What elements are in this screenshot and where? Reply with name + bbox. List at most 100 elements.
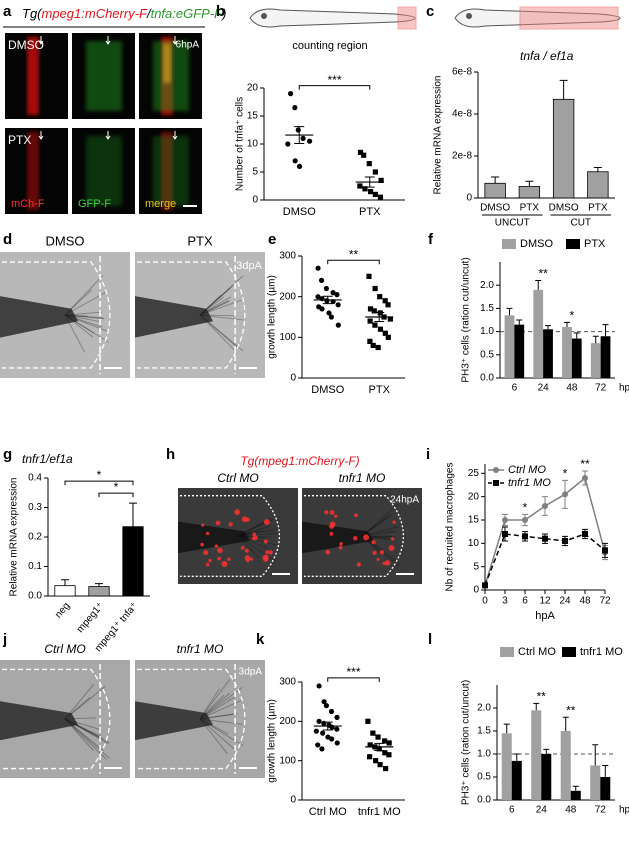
fin-ray [199,696,236,720]
fin-ray [199,679,231,720]
panel-title: Tg(mpeg1:mCherry-F) [240,454,359,468]
fin-ray [199,300,230,316]
y-tick-label: 0.3 [28,502,42,513]
arrow [172,36,178,45]
macrophage [372,550,377,555]
macrophage [234,509,241,516]
macrophage [339,542,343,546]
fin-outline [180,495,281,577]
bar [88,586,110,597]
panel-label: h [166,446,175,463]
fin-ray [361,535,401,565]
sem-bar [294,126,305,144]
panel-label: a [3,3,12,20]
error-bar [506,307,513,316]
data-point [335,322,341,328]
y-axis-label: Relative mRNA expression [9,478,20,597]
macrophage [353,535,358,541]
region-label: counting region [292,40,367,52]
panel-label: l [428,631,432,648]
significance-bracket [298,85,371,90]
x-tick-label: 6 [509,805,515,816]
data-point [602,547,608,554]
fin-ray [199,713,234,720]
data-point [315,265,321,271]
fin-ray [64,314,105,320]
data-point [562,491,568,498]
error-bar [559,79,568,100]
y-tick-label: 5 [473,561,479,572]
significance-label: ** [566,703,576,717]
condition-label: PTX [187,233,213,248]
fin-ray [64,718,109,745]
data-point [367,742,373,748]
error-bar [545,325,552,330]
bar [571,338,582,378]
macrophage [201,523,205,527]
bar [600,336,611,378]
data-point [285,141,291,147]
fin-tissue [302,521,374,554]
panel-label: b [216,3,225,20]
significance-label: * [114,480,119,494]
y-tick-label: 0 [466,193,472,204]
bar [54,585,76,597]
data-point [330,290,336,296]
bar [552,98,575,199]
panel-label: e [268,231,276,248]
row-label: PTX [8,133,31,147]
timepoint: 6hpA [176,40,200,51]
fin-ray [64,685,106,720]
macrophage [390,537,395,541]
fin-ray [64,314,104,319]
fin-ray [237,521,266,537]
bar [501,733,512,800]
data-point [296,163,303,169]
arrow [38,36,44,45]
data-point [366,273,372,279]
panel-label: g [3,446,12,463]
significance-bracket [327,677,380,682]
significance-label: ** [537,690,547,704]
data-point [367,189,374,195]
fin-ray [199,300,230,316]
bar [541,754,552,800]
fin-ray [64,311,103,316]
data-point [326,310,332,316]
y-tick-label: 0.0 [28,591,42,602]
x-tick-label: 48 [565,805,577,816]
fin-ray [237,535,269,550]
larva-eye [261,13,267,19]
y-tick-label: 0.4 [28,473,42,484]
timepoint: 3dpA [236,260,262,272]
macrophage [325,549,331,555]
error-bar [592,335,599,344]
macrophage [240,545,245,550]
bar [587,171,609,199]
data-point [385,334,391,340]
y-tick-label: 0.0 [477,795,491,806]
legend-marker [493,467,499,473]
fin-ray [237,525,271,537]
data-point [385,302,391,308]
fin-ray [64,718,104,752]
x-tick-label: 48 [579,596,591,607]
y-axis-label: growth length (µm) [267,275,278,359]
bar [122,526,144,597]
x-tick-label: 6 [522,596,528,607]
data-point [386,740,392,746]
data-point [377,294,383,300]
red-signal [27,132,39,210]
significance-bracket [98,492,134,498]
fin-ray [199,314,244,352]
data-point [300,135,306,141]
data-point [292,105,298,111]
data-point [375,344,381,351]
fin-ray [199,294,222,316]
x-tick-label: 6 [512,383,518,394]
error-bar [592,744,599,766]
y-tick-label: 0.2 [28,532,42,543]
fin-ray [361,535,399,567]
fin-tissue [135,296,213,338]
data-point [542,535,548,542]
